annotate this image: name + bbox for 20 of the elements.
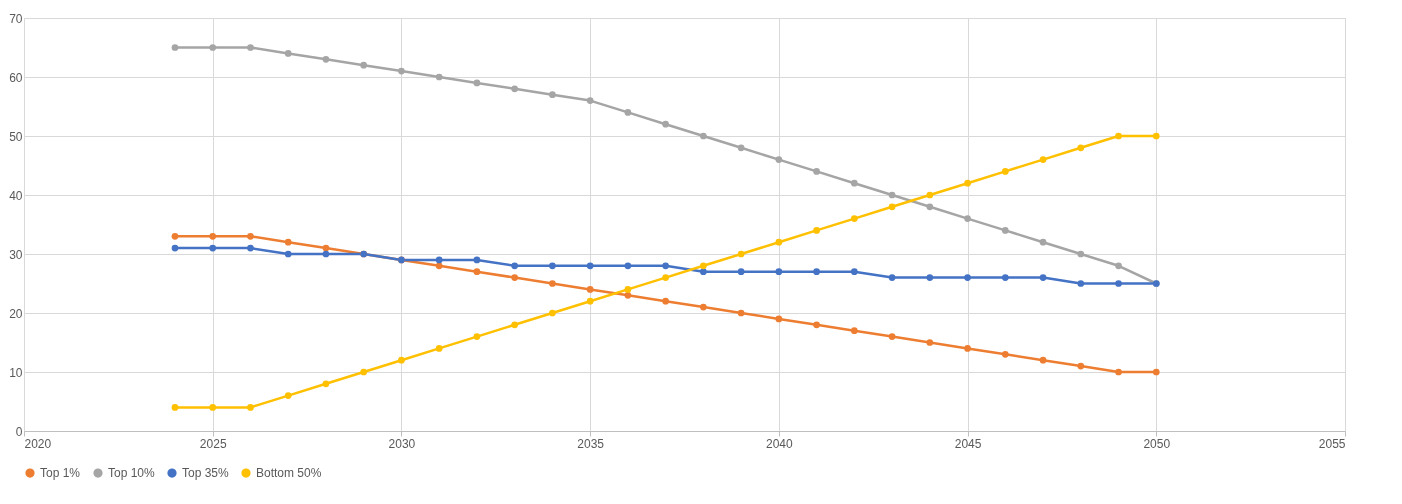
x-tick-label: 2025 <box>199 436 227 451</box>
y-tick-label: 50 <box>9 129 23 144</box>
y-tick-label: 20 <box>9 306 23 321</box>
y-tick-label: 60 <box>9 70 23 85</box>
x-tick-label: 2050 <box>1143 436 1171 451</box>
y-tick-label: 40 <box>9 188 23 203</box>
y-tick-label: 70 <box>9 11 23 26</box>
x-tick-label: 2055 <box>1318 436 1346 451</box>
y-tick-label: 0 <box>15 424 23 439</box>
legend-label: Top 35% <box>182 466 230 481</box>
legend-label: Top 1% <box>40 466 81 481</box>
x-tick-label: 2020 <box>24 436 52 451</box>
x-tick-label: 2040 <box>766 436 794 451</box>
x-tick-label: 2035 <box>577 436 605 451</box>
y-tick-label: 10 <box>9 365 23 380</box>
y-tick-label: 30 <box>9 247 23 262</box>
x-tick-label: 2030 <box>388 436 416 451</box>
legend-label: Top 10% <box>108 466 156 481</box>
legend-label: Bottom 50% <box>256 466 322 481</box>
x-tick-label: 2045 <box>954 436 982 451</box>
